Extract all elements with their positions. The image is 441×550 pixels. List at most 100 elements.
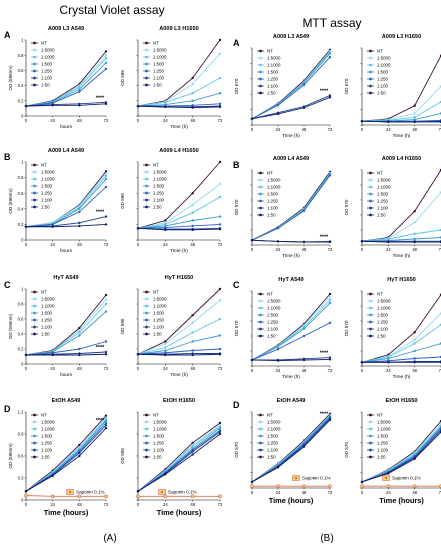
series-line xyxy=(25,341,107,356)
x-axis-label: Time (h) xyxy=(170,124,188,130)
legend-item: 1:50 xyxy=(31,332,50,337)
series-line xyxy=(361,356,441,363)
series-1-5000 xyxy=(136,52,222,108)
data-point xyxy=(191,76,194,80)
y-tick-label: 1 xyxy=(21,160,24,165)
legend-item: 1:5000 xyxy=(257,178,281,183)
series-1-50 xyxy=(136,432,222,493)
data-point xyxy=(218,223,222,226)
panel-letter-a-left: A xyxy=(4,30,11,40)
legend-label: 1:250 xyxy=(41,69,53,74)
data-point xyxy=(78,326,81,330)
legend-swatch-marker xyxy=(145,41,148,45)
legend-label: 1:5000 xyxy=(153,297,167,302)
legend-label: 1:100 xyxy=(377,206,389,211)
legend-label: 1:100 xyxy=(41,448,53,453)
legend-label: 1:500 xyxy=(153,62,165,67)
y-axis-label: OD 570 xyxy=(344,199,349,215)
y-axis-label: OD (595nm) xyxy=(8,65,13,91)
legend-item: 1:50 xyxy=(143,455,162,460)
series-line xyxy=(137,53,221,107)
legend-item: 1:1000 xyxy=(143,427,167,432)
x-tick-label: 0 xyxy=(361,490,364,495)
legend-item: 1:100 xyxy=(367,206,389,211)
data-point xyxy=(413,349,416,353)
x-tick-label: 0 xyxy=(361,368,364,373)
x-tick-label: 0 xyxy=(25,118,28,123)
data-point xyxy=(218,195,222,199)
legend-swatch-marker xyxy=(259,70,262,74)
series-1-1000 xyxy=(250,172,332,242)
chart-grid: A009 L3 A549 0 0.2 0.4 0.6 0.8 1 0 24 48 72 hours OD… xyxy=(8,26,441,517)
x-tick-label: 24 xyxy=(50,366,55,371)
series-1-50 xyxy=(24,353,108,357)
figure-label-a: (A) xyxy=(103,533,116,544)
legend-label: 1:5000 xyxy=(153,170,167,175)
legend-label: NT xyxy=(267,413,273,418)
legend-label: 1:500 xyxy=(41,311,53,316)
data-point xyxy=(163,494,168,499)
legend-item: 1:5000 xyxy=(143,297,167,302)
y-tick-label: 0.4 xyxy=(18,83,24,88)
x-tick-label: 72 xyxy=(104,118,109,123)
legend-item: 1:5000 xyxy=(143,170,167,175)
legend-label: 1:100 xyxy=(153,325,165,330)
legend-swatch-marker xyxy=(259,334,262,338)
series-line xyxy=(25,311,107,356)
x-tick-label: 72 xyxy=(439,368,441,373)
data-point xyxy=(190,494,195,499)
legend-label: 1:500 xyxy=(377,313,389,318)
legend-swatch-marker xyxy=(33,434,36,438)
legend-swatch-marker xyxy=(33,332,36,336)
legend-label: 1:5000 xyxy=(377,178,391,183)
saponin-legend: Saponin 0.1% xyxy=(292,475,331,481)
figure-label-b: (B) xyxy=(320,533,333,544)
series-line xyxy=(251,96,331,120)
legend-swatch-marker xyxy=(259,213,262,217)
series-line xyxy=(137,422,221,492)
data-point xyxy=(78,90,81,93)
y-axis-label: OD 595 xyxy=(120,448,125,464)
data-point xyxy=(276,348,280,351)
legend-item: 1:100 xyxy=(31,448,53,453)
series-nt xyxy=(136,160,222,230)
data-point xyxy=(24,493,28,498)
legend-item: 1:250 xyxy=(367,320,389,325)
legend-swatch-marker xyxy=(33,325,36,329)
data-point xyxy=(191,453,194,456)
chart-legend: NT 1:5000 1:1000 1:500 1:250 1:100 1:50 xyxy=(257,413,281,460)
series-line xyxy=(137,335,221,355)
x-tick-label: 24 xyxy=(50,502,55,507)
legend-item: 1:5000 xyxy=(31,420,55,425)
saponin-swatch-marker xyxy=(294,476,298,480)
legend-swatch-marker xyxy=(259,420,262,424)
x-tick-label: 24 xyxy=(163,502,168,507)
series-line xyxy=(251,302,331,361)
legend-label: 1:250 xyxy=(267,320,279,325)
x-tick-label: 0 xyxy=(25,502,28,507)
legend-swatch-marker xyxy=(369,334,372,338)
legend-label: 1:1000 xyxy=(267,306,281,311)
legend-label: 1:250 xyxy=(153,441,165,446)
legend-item: 1:5000 xyxy=(143,420,167,425)
data-point xyxy=(104,353,108,356)
legend-label: 1:1000 xyxy=(377,185,391,190)
x-tick-label: 24 xyxy=(386,368,391,373)
legend-item: 1:5000 xyxy=(31,48,55,53)
data-point xyxy=(328,484,332,488)
legend-swatch-marker xyxy=(369,313,372,317)
legend-item: 1:250 xyxy=(31,69,53,74)
data-point xyxy=(360,361,364,364)
data-point xyxy=(164,349,167,352)
legend-item: 1:250 xyxy=(143,69,165,74)
legend-item: NT xyxy=(367,49,383,54)
data-point xyxy=(218,347,222,351)
legend-item: 1:5000 xyxy=(367,178,391,183)
series-line xyxy=(251,413,331,483)
legend-label: 1:5000 xyxy=(377,420,391,425)
chart-legend: NT 1:5000 1:1000 1:500 1:250 1:100 1:50 xyxy=(367,292,391,339)
data-point xyxy=(328,356,332,359)
data-point xyxy=(413,232,416,235)
data-point xyxy=(413,120,416,124)
legend-swatch-marker xyxy=(369,70,372,74)
